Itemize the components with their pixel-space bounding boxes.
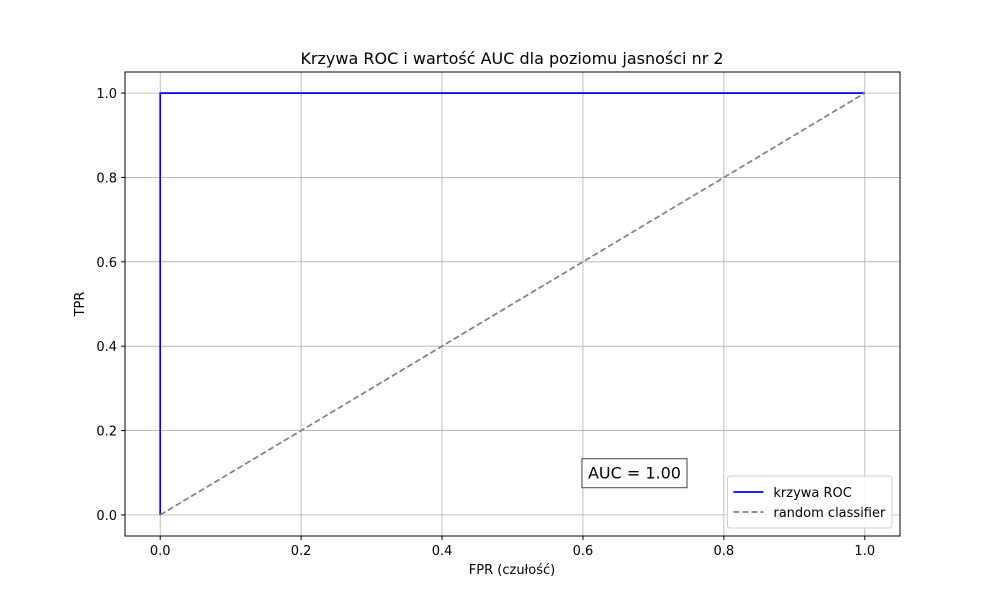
- x-axis-ticks: 0.0 0.2 0.4 0.6 0.8 1.0: [150, 536, 875, 559]
- y-axis-label: TPR: [73, 292, 88, 318]
- legend-label: random classifier: [773, 506, 886, 521]
- x-tick-label: 0.2: [291, 544, 312, 559]
- legend: krzywa ROC random classifier: [726, 475, 893, 529]
- auc-annotation-text: AUC = 1.00: [588, 464, 681, 483]
- x-tick-label: 0.0: [150, 544, 171, 559]
- auc-annotation: AUC = 1.00: [581, 458, 688, 489]
- plot-frame: [124, 71, 901, 537]
- x-tick-label: 0.4: [432, 544, 453, 559]
- auc-annotation-box: [581, 458, 688, 489]
- y-tick-label: 0.2: [96, 425, 117, 440]
- legend-box: [726, 475, 893, 529]
- y-tick-label: 0.0: [96, 509, 117, 524]
- series-line: [159, 92, 865, 515]
- y-axis-ticks: 0.0 0.2 0.4 0.6 0.8 1.0: [96, 87, 125, 524]
- x-axis-label: FPR (czułość): [469, 563, 555, 578]
- legend-label: krzywa ROC: [773, 486, 851, 501]
- y-tick-label: 0.4: [96, 340, 117, 355]
- x-tick-label: 1.0: [854, 544, 875, 559]
- chart-title: Krzywa ROC i wartość AUC dla poziomu jas…: [300, 49, 723, 68]
- x-tick-label: 0.6: [573, 544, 594, 559]
- x-tick-label: 0.8: [714, 544, 735, 559]
- series-layer: [159, 92, 866, 516]
- y-tick-label: 1.0: [96, 87, 117, 102]
- annotations: AUC = 1.00: [581, 458, 688, 489]
- y-tick-label: 0.6: [96, 256, 117, 271]
- series-line: [159, 92, 866, 516]
- y-tick-label: 0.8: [96, 171, 117, 186]
